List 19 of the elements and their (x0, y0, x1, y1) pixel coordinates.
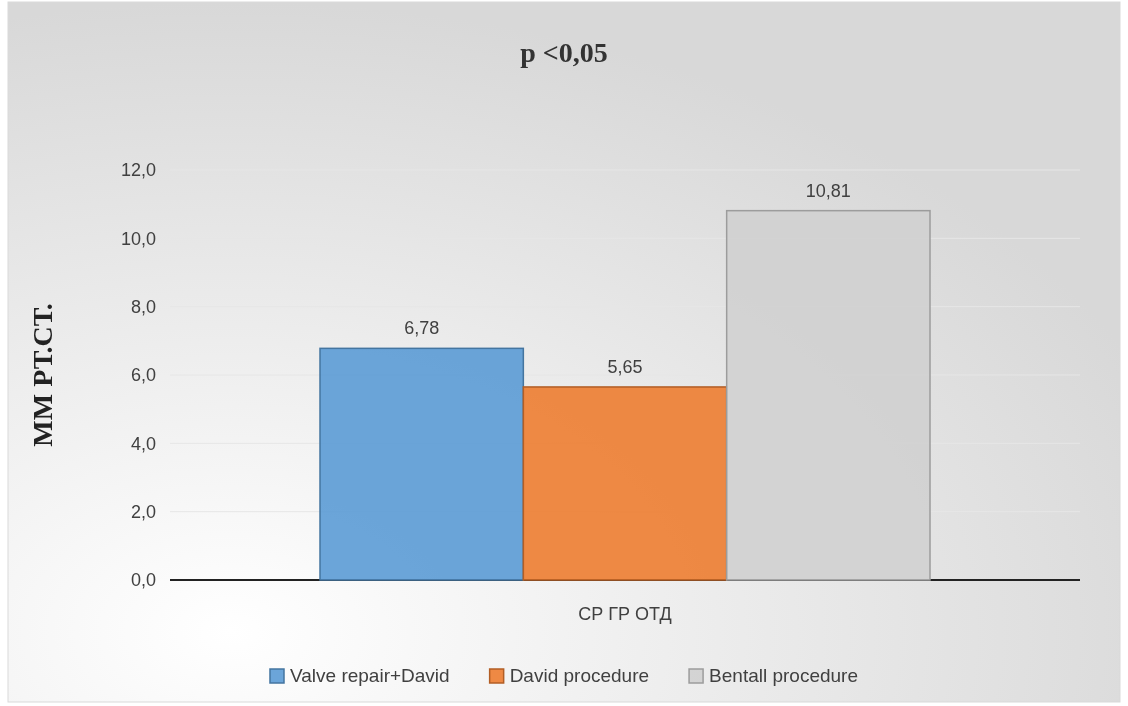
bar (522, 386, 728, 581)
data-label: 6,78 (404, 318, 440, 339)
y-tick-label: 8,0 (130, 296, 156, 317)
data-label: 5,65 (607, 356, 643, 377)
bar (725, 209, 931, 581)
x-tick-label: СР ГР ОТД (578, 604, 672, 624)
y-tick-label: 2,0 (130, 501, 156, 522)
legend-label: David procedure (509, 665, 650, 686)
bar (319, 347, 525, 581)
legend-label: Bentall procedure (709, 665, 859, 686)
y-tick-label: 4,0 (130, 433, 156, 454)
y-axis-title: ММ РТ.СТ. (27, 303, 58, 447)
y-tick-label: 6,0 (130, 365, 156, 386)
y-tick-label: 12,0 (120, 160, 156, 181)
y-tick-label: 0,0 (130, 570, 156, 591)
chart-title: p <0,05 (520, 37, 608, 68)
data-label: 10,81 (805, 180, 851, 201)
legend-label: Valve repair+David (289, 665, 450, 686)
y-tick-label: 10,0 (120, 228, 156, 249)
